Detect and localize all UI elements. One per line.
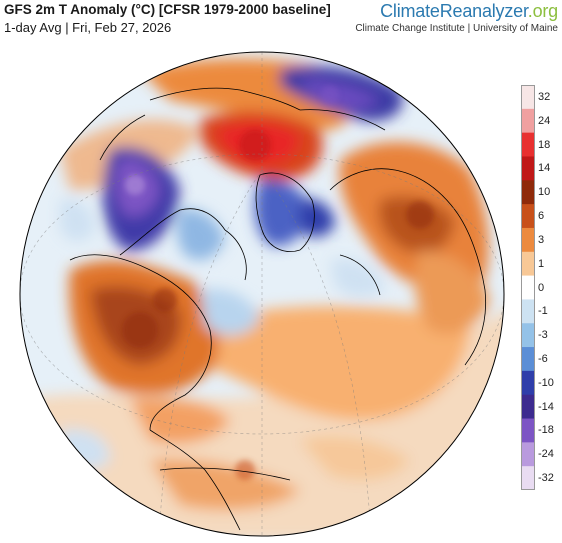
- brand-logo[interactable]: ClimateReanalyzer.org Climate Change Ins…: [355, 1, 558, 34]
- legend-swatch: [521, 299, 535, 324]
- legend-label: 14: [538, 162, 551, 175]
- legend-label: 6: [538, 210, 545, 223]
- legend-label: 10: [538, 186, 551, 199]
- anomaly-field: [20, 58, 504, 536]
- brand-affiliation: Climate Change Institute | University of…: [355, 23, 558, 34]
- legend-swatch: [521, 466, 535, 490]
- legend-label: 1: [538, 257, 545, 270]
- legend-label: -10: [538, 376, 554, 389]
- legend-swatch: [521, 85, 535, 110]
- legend-swatch: [521, 370, 535, 396]
- chart-title: GFS 2m T Anomaly (°C) [CFSR 1979-2000 ba…: [4, 2, 331, 17]
- legend-swatch: [521, 394, 535, 420]
- legend-label: -1: [538, 305, 548, 318]
- legend-border: [521, 85, 535, 490]
- legend-swatch: [521, 418, 535, 443]
- legend-swatch: [521, 204, 535, 229]
- legend-label: -32: [538, 472, 554, 485]
- brand-name-part2: Reanalyzer: [439, 1, 528, 21]
- legend-swatch: [521, 132, 535, 157]
- globe-outline: [19, 51, 505, 537]
- legend-swatch: [521, 347, 535, 372]
- legend-swatch: [521, 275, 535, 300]
- legend-swatch: [521, 323, 535, 348]
- legend-label: -6: [538, 352, 548, 365]
- graticule: [20, 52, 504, 536]
- anomaly-detail: [122, 86, 434, 480]
- legend-label: -18: [538, 424, 554, 437]
- legend-swatch: [521, 251, 535, 277]
- legend-label: -24: [538, 448, 554, 461]
- legend-label: -14: [538, 400, 554, 413]
- legend-swatch: [521, 442, 535, 467]
- brand-name-part1: Climate: [380, 1, 440, 21]
- brand-name-part3: .org: [527, 1, 558, 21]
- legend-label: -3: [538, 329, 548, 342]
- legend-label: 24: [538, 114, 551, 127]
- legend-label: 3: [538, 233, 545, 246]
- brand-name: ClimateReanalyzer.org: [355, 1, 558, 22]
- legend-swatch: [521, 180, 535, 205]
- legend-swatch: [521, 156, 535, 181]
- legend-label: 18: [538, 138, 551, 151]
- legend-swatch: [521, 108, 535, 134]
- legend-label: 0: [538, 281, 545, 294]
- legend-swatch: [521, 227, 535, 253]
- legend-label: 32: [538, 90, 551, 103]
- chart-subtitle: 1-day Avg | Fri, Feb 27, 2026: [4, 20, 172, 35]
- legend-colorbar: [521, 85, 535, 490]
